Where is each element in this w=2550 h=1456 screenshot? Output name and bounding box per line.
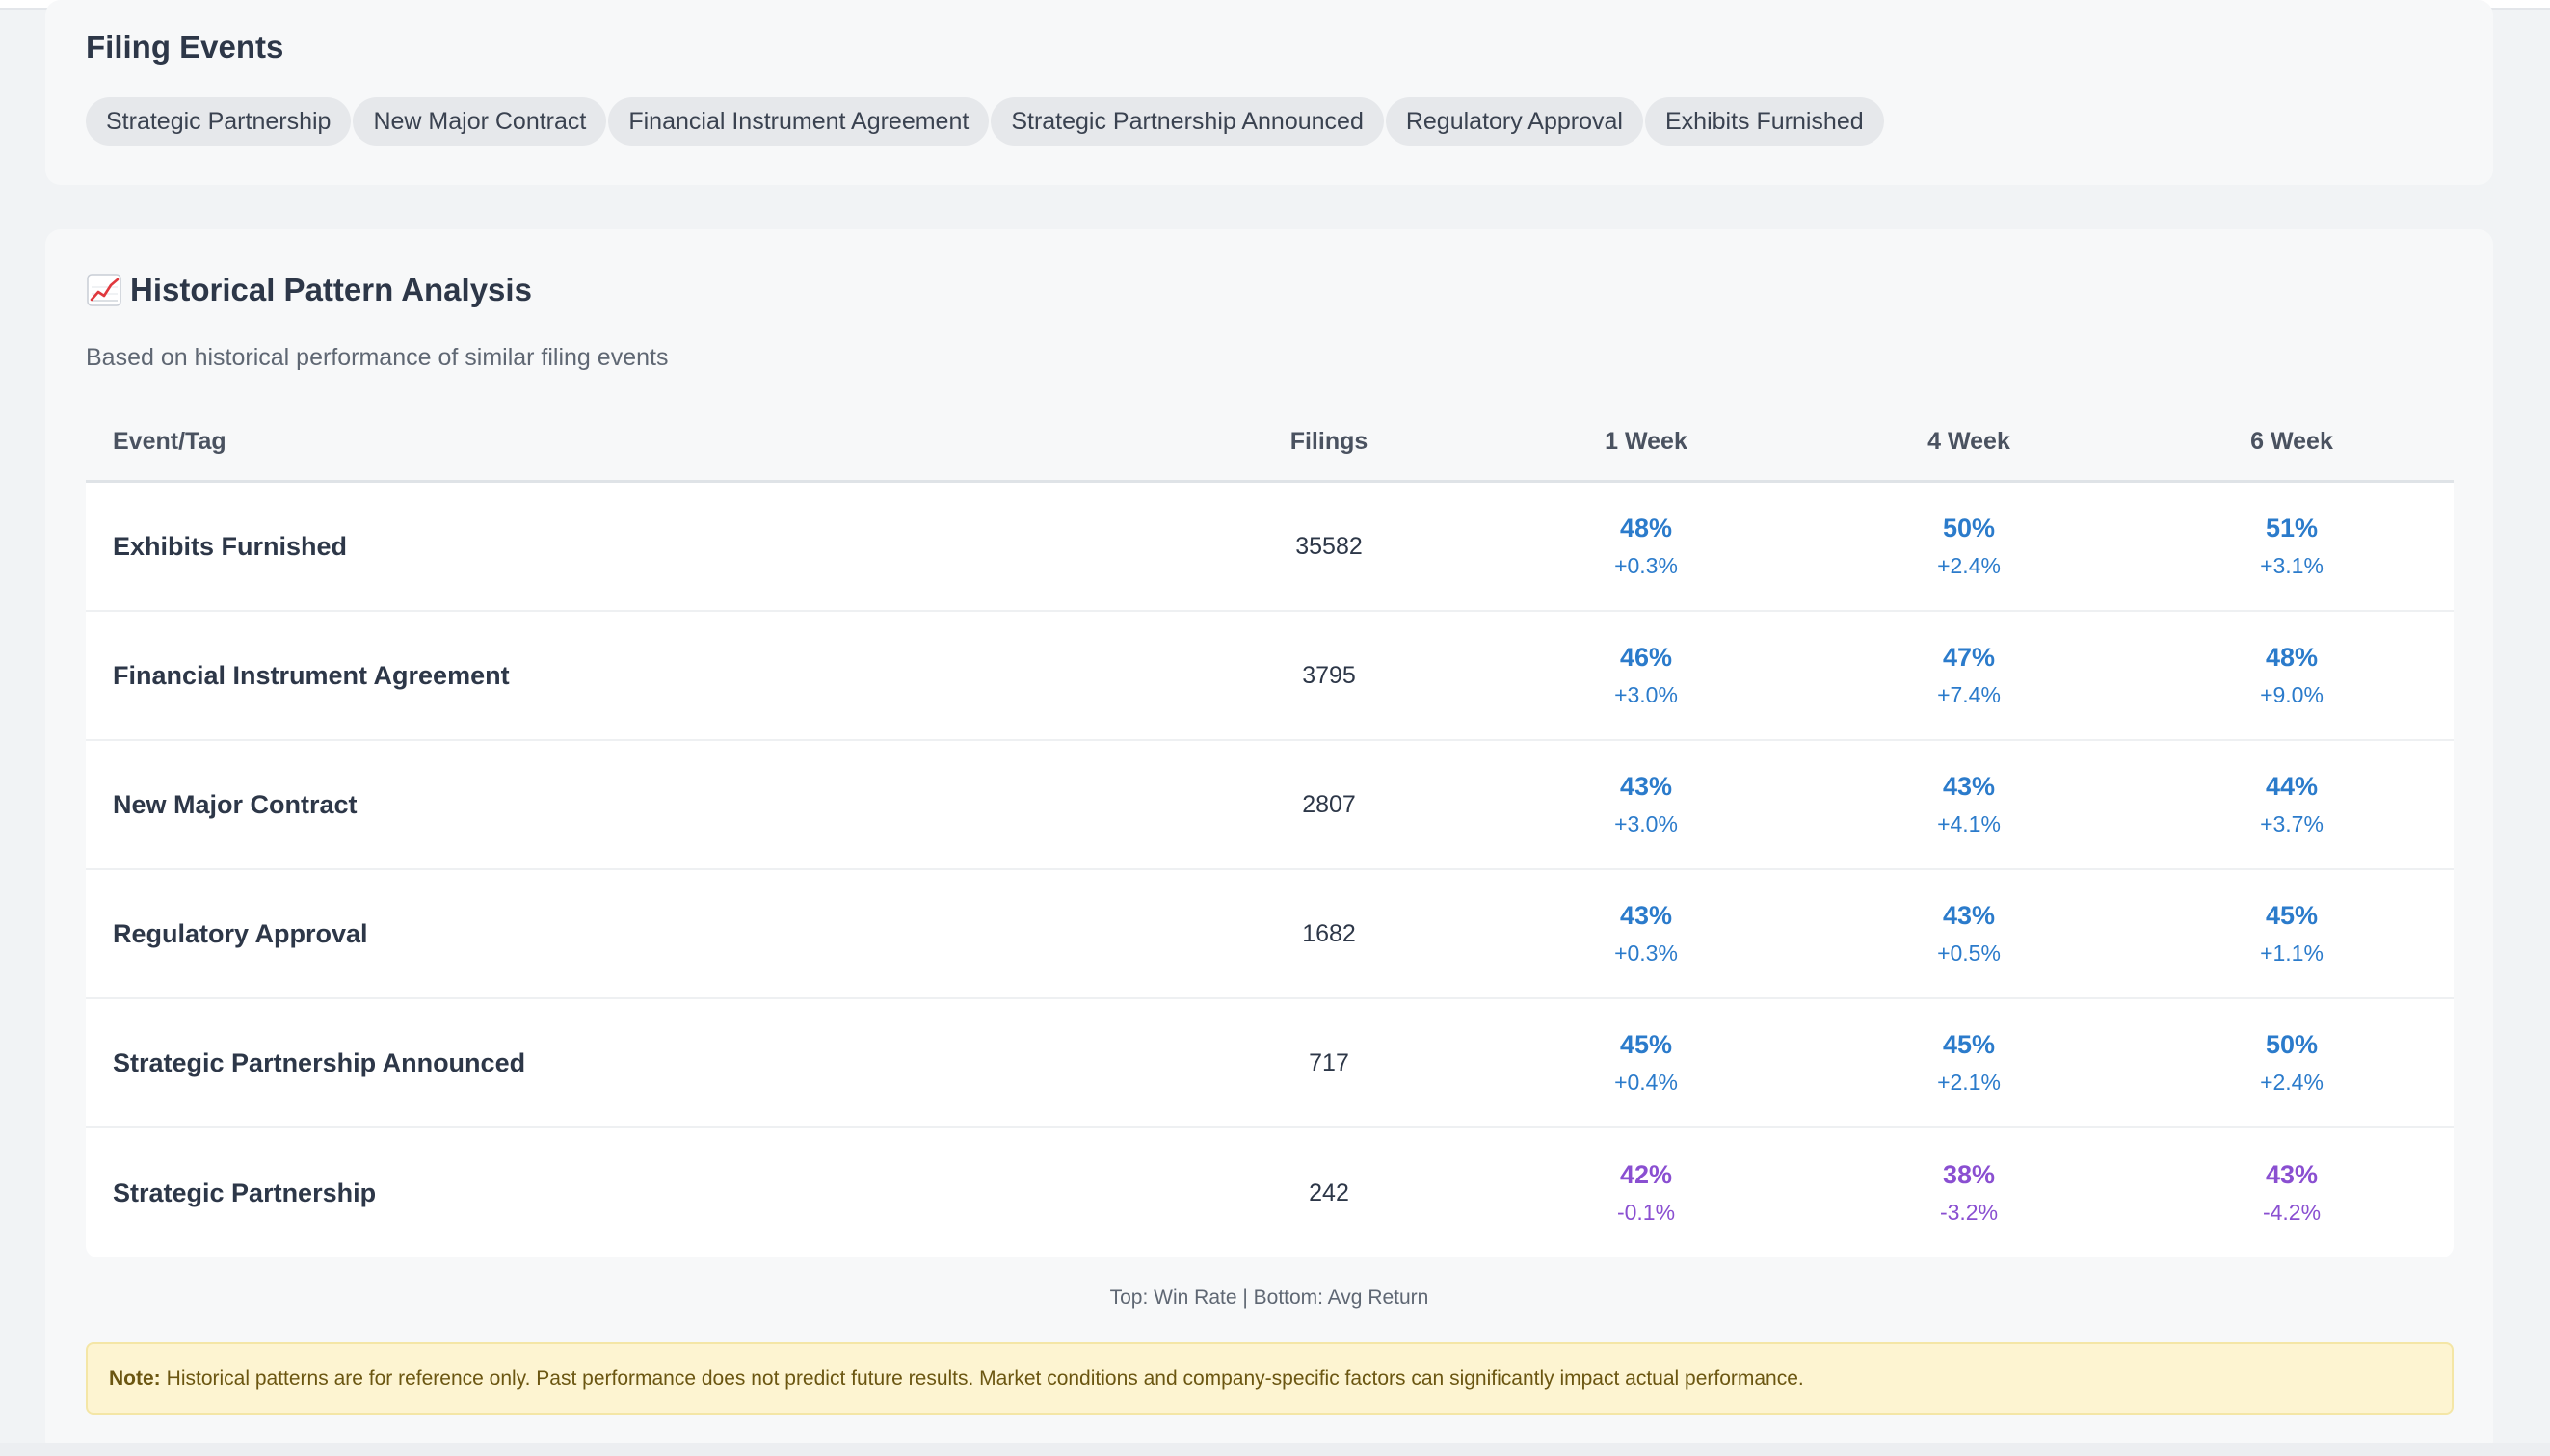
event-name: Regulatory Approval [113, 918, 368, 948]
historical-pattern-card: Historical Pattern Analysis Based on his… [45, 229, 2493, 1456]
historical-title: Historical Pattern Analysis [130, 272, 532, 307]
week-4-metric: 47% +7.4% [1921, 641, 2017, 710]
avg-return: +2.4% [1937, 553, 2001, 578]
avg-return: +3.0% [1614, 682, 1678, 707]
event-name: New Major Contract [113, 789, 358, 819]
win-rate: 45% [1942, 1030, 1996, 1059]
win-rate: 43% [1942, 772, 1996, 801]
column-header-6-week: 6 Week [2250, 427, 2333, 455]
avg-return: +0.5% [1937, 940, 2001, 966]
column-header-4-week: 4 Week [1927, 427, 2010, 455]
week-6-metric: 45% +1.1% [2244, 899, 2340, 968]
week-1-metric: 43% +3.0% [1598, 770, 1694, 839]
table-row: Exhibits Furnished 35582 48% +0.3% 50% +2.… [86, 483, 2454, 612]
win-rate: 46% [1619, 643, 1673, 672]
disclaimer-note: Note: Historical patterns are for refere… [86, 1342, 2454, 1415]
win-rate: 43% [1619, 772, 1673, 801]
avg-return: +4.1% [1937, 811, 2001, 836]
week-6-metric: 48% +9.0% [2244, 641, 2340, 710]
table-row: Regulatory Approval 1682 43% +0.3% 43% +0.… [86, 870, 2454, 999]
week-6-metric: 51% +3.1% [2244, 512, 2340, 581]
avg-return: +3.0% [1614, 811, 1678, 836]
week-4-metric: 45% +2.1% [1921, 1028, 2017, 1098]
bottom-edge [0, 1443, 2550, 1456]
table-body: Exhibits Furnished 35582 48% +0.3% 50% +2.… [86, 483, 2454, 1257]
pattern-table: Event/Tag Filings 1 Week 4 Week 6 Week E… [86, 403, 2454, 1257]
table-row: Financial Instrument Agreement 3795 46% +… [86, 612, 2454, 741]
week-4-metric: 43% +4.1% [1921, 770, 2017, 839]
win-rate: 44% [2265, 772, 2319, 801]
avg-return: +1.1% [2260, 940, 2324, 966]
filings-count: 35582 [1295, 532, 1363, 560]
avg-return: +0.3% [1614, 940, 1678, 966]
column-header-1-week: 1 Week [1605, 427, 1687, 455]
table-header: Event/Tag Filings 1 Week 4 Week 6 Week [86, 403, 2454, 483]
table-legend: Top: Win Rate | Bottom: Avg Return [1109, 1286, 1429, 1309]
week-1-metric: 48% +0.3% [1598, 512, 1694, 581]
week-4-metric: 50% +2.4% [1921, 512, 2017, 581]
avg-return: -4.2% [2262, 1200, 2322, 1225]
historical-title-row: Historical Pattern Analysis [86, 272, 532, 308]
event-name: Financial Instrument Agreement [113, 660, 510, 690]
week-1-metric: 45% +0.4% [1598, 1028, 1694, 1098]
filings-count: 242 [1309, 1178, 1349, 1206]
win-rate: 43% [1942, 901, 1996, 930]
event-tag[interactable]: Regulatory Approval [1385, 97, 1643, 146]
week-4-metric: 38% -3.2% [1921, 1158, 2017, 1228]
event-tag[interactable]: Strategic Partnership [86, 97, 352, 146]
win-rate: 48% [1619, 514, 1673, 543]
event-tag[interactable]: Strategic Partnership Announced [991, 97, 1384, 146]
event-name: Strategic Partnership Announced [113, 1047, 526, 1077]
avg-return: +7.4% [1937, 682, 2001, 707]
week-1-metric: 42% -0.1% [1598, 1158, 1694, 1228]
week-1-metric: 43% +0.3% [1598, 899, 1694, 968]
avg-return: +0.3% [1614, 553, 1678, 578]
filings-count: 717 [1309, 1048, 1349, 1076]
avg-return: +2.4% [2260, 1070, 2324, 1095]
event-tag[interactable]: Exhibits Furnished [1644, 97, 1884, 146]
win-rate: 51% [2265, 514, 2319, 543]
week-6-metric: 44% +3.7% [2244, 770, 2340, 839]
filing-events-title: Filing Events [86, 29, 284, 65]
table-row: Strategic Partnership 242 42% -0.1% 38% -3… [86, 1128, 2454, 1257]
column-header-filings: Filings [1289, 427, 1368, 455]
note-text: Historical patterns are for reference on… [166, 1366, 1804, 1390]
avg-return: +3.7% [2260, 811, 2324, 836]
filings-count: 1682 [1302, 919, 1356, 947]
event-tag[interactable]: New Major Contract [353, 97, 607, 146]
week-6-metric: 43% -4.2% [2244, 1158, 2340, 1228]
win-rate: 45% [2265, 901, 2319, 930]
win-rate: 50% [1942, 514, 1996, 543]
win-rate: 48% [2265, 643, 2319, 672]
filing-events-card: Filing Events Strategic Partnership New … [45, 0, 2493, 185]
win-rate: 47% [1942, 643, 1996, 672]
week-1-metric: 46% +3.0% [1598, 641, 1694, 710]
week-4-metric: 43% +0.5% [1921, 899, 2017, 968]
win-rate: 43% [2265, 1160, 2319, 1189]
avg-return: +3.1% [2260, 553, 2324, 578]
chart-increasing-icon [86, 272, 122, 308]
table-row: Strategic Partnership Announced 717 45% +… [86, 999, 2454, 1128]
week-6-metric: 50% +2.4% [2244, 1028, 2340, 1098]
filings-count: 2807 [1302, 790, 1356, 818]
historical-subtitle: Based on historical performance of simil… [86, 344, 669, 371]
avg-return: +0.4% [1614, 1070, 1678, 1095]
avg-return: +2.1% [1937, 1070, 2001, 1095]
event-name: Exhibits Furnished [113, 531, 348, 561]
win-rate: 42% [1619, 1160, 1673, 1189]
event-tag[interactable]: Financial Instrument Agreement [608, 97, 990, 146]
avg-return: -0.1% [1616, 1200, 1676, 1225]
win-rate: 43% [1619, 901, 1673, 930]
table-row: New Major Contract 2807 43% +3.0% 43% +4.1… [86, 741, 2454, 870]
win-rate: 45% [1619, 1030, 1673, 1059]
avg-return: +9.0% [2260, 682, 2324, 707]
note-label: Note: [109, 1366, 161, 1390]
event-name: Strategic Partnership [113, 1178, 377, 1207]
win-rate: 50% [2265, 1030, 2319, 1059]
column-header-event: Event/Tag [113, 427, 226, 455]
avg-return: -3.2% [1939, 1200, 1999, 1225]
filings-count: 3795 [1302, 661, 1356, 689]
event-tag-list: Strategic Partnership New Major Contract… [86, 97, 1884, 146]
win-rate: 38% [1942, 1160, 1996, 1189]
